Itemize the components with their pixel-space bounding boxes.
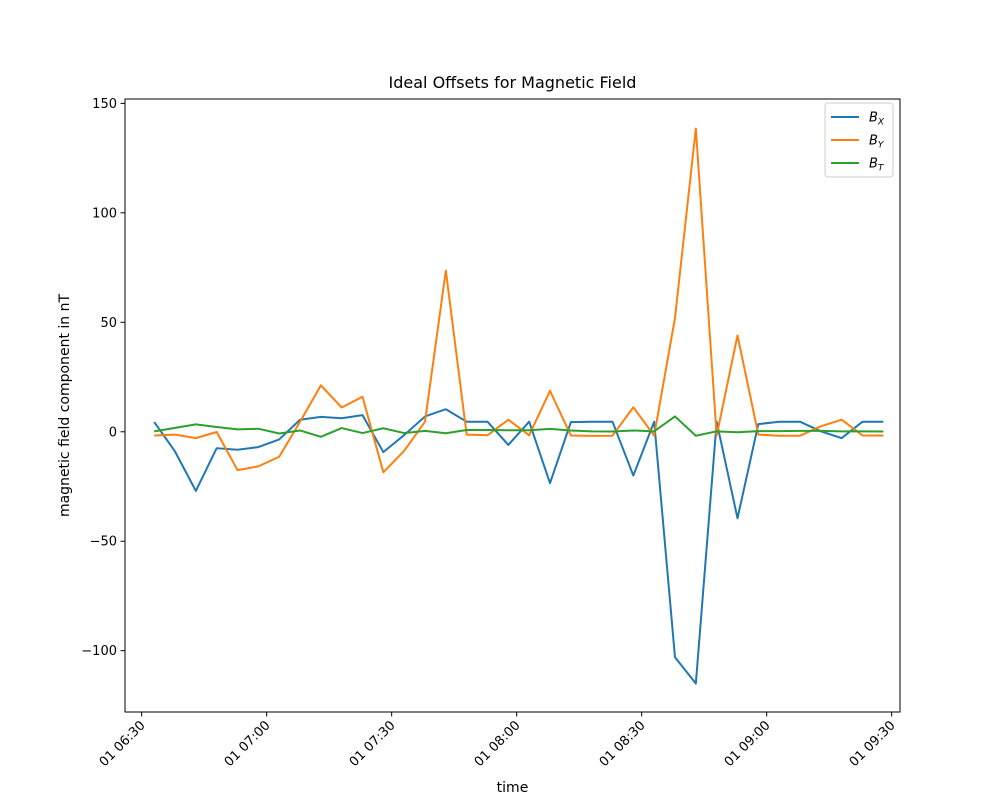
y-tick-label: 0 xyxy=(109,425,117,440)
y-tick-label: 100 xyxy=(92,206,117,221)
y-axis: 150 100 50 0 −50 −100 xyxy=(81,97,125,659)
series-line-by xyxy=(154,127,884,474)
y-tick-label: 150 xyxy=(92,97,117,112)
plot-area xyxy=(124,98,901,713)
series-line-bt xyxy=(154,415,884,438)
series-line-bx xyxy=(153,408,884,685)
y-tick-label: −100 xyxy=(81,644,117,659)
series-layer xyxy=(153,127,884,685)
chart-title: Ideal Offsets for Magnetic Field xyxy=(389,73,637,92)
x-axis-label: time xyxy=(497,780,529,796)
plot-frame xyxy=(124,98,901,713)
legend-label-by: BY xyxy=(869,134,885,151)
y-tick-label: 50 xyxy=(100,316,117,331)
legend-label-bt: BT xyxy=(869,157,885,174)
y-axis-label: magnetic field component in nT xyxy=(57,294,73,518)
legend: BX BY BT xyxy=(824,102,894,178)
legend-label-bx: BX xyxy=(869,111,885,128)
y-tick-label: −50 xyxy=(90,535,117,550)
